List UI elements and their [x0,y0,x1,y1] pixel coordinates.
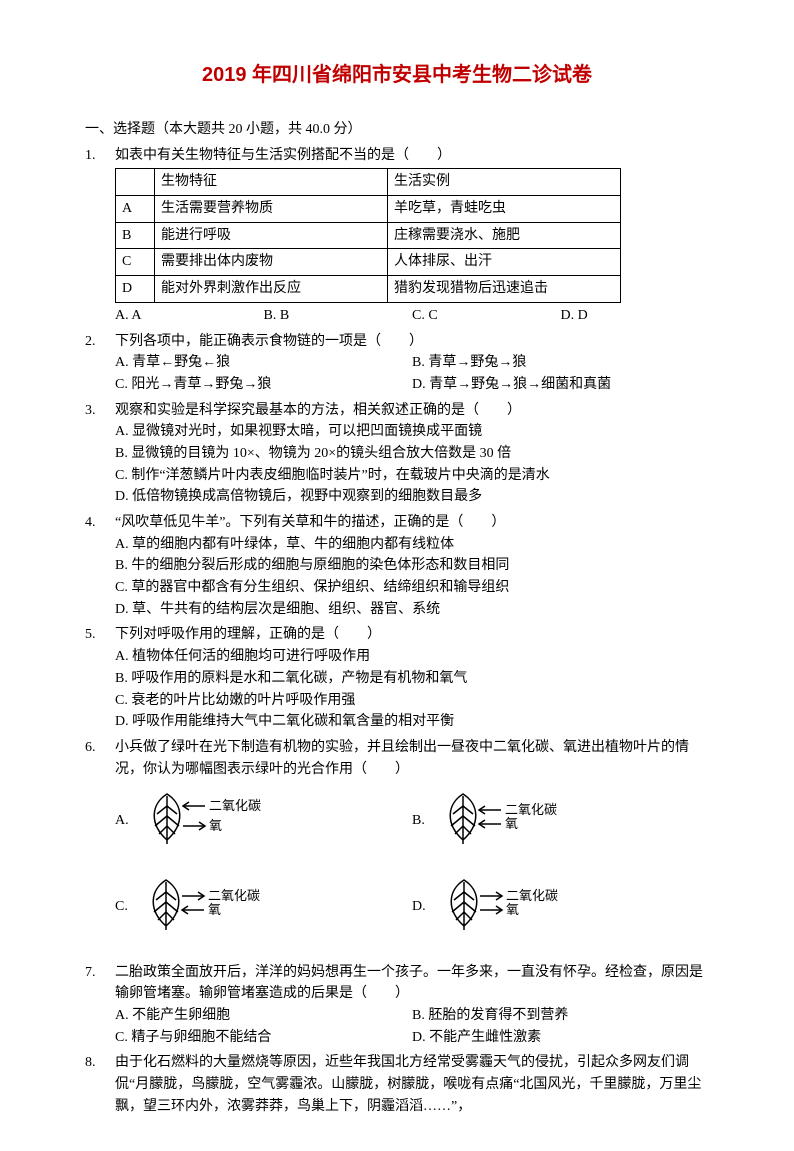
question-3: 3. 观察和实验是科学探究最基本的方法，相关叙述正确的是（ ） A. 显微镜对光… [85,400,709,508]
q3-stem: 观察和实验是科学探究最基本的方法，相关叙述正确的是（ ） [115,400,709,422]
q7-opt-b: B. 胚胎的发育得不到营养 [412,1005,709,1027]
svg-text:二氧化碳: 二氧化碳 [505,802,557,817]
q1-options: A. A B. B C. C D. D [115,305,709,327]
q8-number: 8. [85,1052,115,1074]
q2-number: 2. [85,331,115,353]
q7-opt-d: D. 不能产生雌性激素 [412,1027,709,1049]
q5-opt-d: D. 呼吸作用能维持大气中二氧化碳和氧含量的相对平衡 [115,711,709,733]
q5-opt-b: B. 呼吸作用的原料是水和二氧化碳，产物是有机物和氧气 [115,668,709,690]
q6-opt-a-letter: A. [115,810,129,832]
q6-opt-b: B. 二氧化碳 氧 [412,786,709,856]
exam-title: 2019 年四川省绵阳市安县中考生物二诊试卷 [85,60,709,91]
q2-options: A. 青草←野兔←狼 B. 青草→野兔→狼 C. 阳光→青草→野兔→狼 D. 青… [115,352,709,395]
q2-opt-b: B. 青草→野兔→狼 [412,352,709,374]
leaf-a-icon: 二氧化碳 氧 [143,786,283,856]
q6-opt-d-letter: D. [412,896,426,918]
q6-stem: 小兵做了绿叶在光下制造有机物的实验，并且绘制出一昼夜中二氧化碳、氧进出植物叶片的… [115,737,709,780]
q4-opt-b: B. 牛的细胞分裂后形成的细胞与原细胞的染色体形态和数目相同 [115,555,709,577]
question-2: 2. 下列各项中，能正确表示食物链的一项是（ ） A. 青草←野兔←狼 B. 青… [85,331,709,396]
q5-number: 5. [85,624,115,646]
svg-text:二氧化碳: 二氧化碳 [209,798,261,813]
q2-opt-a: A. 青草←野兔←狼 [115,352,412,374]
leaf-c-icon: 二氧化碳 氧 [142,872,282,942]
q1-opt-a: A. A [115,305,264,327]
svg-text:二氧化碳: 二氧化碳 [506,888,558,903]
q7-stem: 二胎政策全面放开后，洋洋的妈妈想再生一个孩子。一年多来，一直没有怀孕。经检查，原… [115,962,709,1005]
q6-opt-b-letter: B. [412,810,425,832]
q4-opt-c: C. 草的器官中都含有分生组织、保护组织、结缔组织和输导组织 [115,577,709,599]
question-4: 4. “风吹草低见牛羊”。下列有关草和牛的描述，正确的是（ ） A. 草的细胞内… [85,512,709,620]
q3-options: A. 显微镜对光时，如果视野太暗，可以把凹面镜换成平面镜 B. 显微镜的目镜为 … [115,421,709,508]
q4-opt-a: A. 草的细胞内都有叶绿体，草、牛的细胞内都有线粒体 [115,534,709,556]
q4-opt-d: D. 草、牛共有的结构层次是细胞、组织、器官、系统 [115,599,709,621]
svg-text:氧: 氧 [506,902,519,917]
q6-opt-c: C. 二氧化碳 氧 [115,872,412,942]
svg-text:氧: 氧 [209,818,222,833]
svg-text:氧: 氧 [505,816,518,831]
q7-opt-a: A. 不能产生卵细胞 [115,1005,412,1027]
svg-text:二氧化碳: 二氧化碳 [208,888,260,903]
q3-opt-d: D. 低倍物镜换成高倍物镜后，视野中观察到的细胞数目最多 [115,486,709,508]
section-1-header: 一、选择题（本大题共 20 小题，共 40.0 分） [85,119,709,141]
q1-opt-b: B. B [264,305,413,327]
q5-stem: 下列对呼吸作用的理解，正确的是（ ） [115,624,709,646]
q1-table: 生物特征生活实例 A生活需要营养物质羊吃草，青蛙吃虫 B能进行呼吸庄稼需要浇水、… [115,168,621,302]
q1-number: 1. [85,145,115,167]
q5-opt-a: A. 植物体任何活的细胞均可进行呼吸作用 [115,646,709,668]
q4-number: 4. [85,512,115,534]
question-5: 5. 下列对呼吸作用的理解，正确的是（ ） A. 植物体任何活的细胞均可进行呼吸… [85,624,709,732]
svg-text:氧: 氧 [208,902,221,917]
q6-opt-a: A. 二氧化碳 氧 [115,786,412,856]
q3-opt-b: B. 显微镜的目镜为 10×、物镜为 20×的镜头组合放大倍数是 30 倍 [115,443,709,465]
q6-number: 6. [85,737,115,759]
leaf-d-icon: 二氧化碳 氧 [440,872,580,942]
q3-opt-c: C. 制作“洋葱鳞片叶内表皮细胞临时装片”时，在载玻片中央滴的是清水 [115,465,709,487]
question-8: 8. 由于化石燃料的大量燃烧等原因，近些年我国北方经常受雾霾天气的侵扰，引起众多… [85,1052,709,1117]
q4-stem: “风吹草低见牛羊”。下列有关草和牛的描述，正确的是（ ） [115,512,709,534]
q1-opt-d: D. D [561,305,710,327]
q6-opt-d: D. 二氧化碳 氧 [412,872,709,942]
q2-stem: 下列各项中，能正确表示食物链的一项是（ ） [115,331,709,353]
q7-options: A. 不能产生卵细胞 B. 胚胎的发育得不到营养 C. 精子与卵细胞不能结合 D… [115,1005,709,1048]
q3-number: 3. [85,400,115,422]
q2-opt-c: C. 阳光→青草→野兔→狼 [115,374,412,396]
q5-options: A. 植物体任何活的细胞均可进行呼吸作用 B. 呼吸作用的原料是水和二氧化碳，产… [115,646,709,733]
question-7: 7. 二胎政策全面放开后，洋洋的妈妈想再生一个孩子。一年多来，一直没有怀孕。经检… [85,962,709,1049]
q2-opt-d: D. 青草→野兔→狼→细菌和真菌 [412,374,709,396]
q4-options: A. 草的细胞内都有叶绿体，草、牛的细胞内都有线粒体 B. 牛的细胞分裂后形成的… [115,534,709,621]
q6-opt-c-letter: C. [115,896,128,918]
q8-stem: 由于化石燃料的大量燃烧等原因，近些年我国北方经常受雾霾天气的侵扰，引起众多网友们… [115,1052,709,1117]
q7-number: 7. [85,962,115,984]
q3-opt-a: A. 显微镜对光时，如果视野太暗，可以把凹面镜换成平面镜 [115,421,709,443]
q7-opt-c: C. 精子与卵细胞不能结合 [115,1027,412,1049]
question-6: 6. 小兵做了绿叶在光下制造有机物的实验，并且绘制出一昼夜中二氧化碳、氧进出植物… [85,737,709,958]
q5-opt-c: C. 衰老的叶片比幼嫩的叶片呼吸作用强 [115,690,709,712]
leaf-b-icon: 二氧化碳 氧 [439,786,579,856]
question-1: 1. 如表中有关生物特征与生活实例搭配不当的是（ ） 生物特征生活实例 A生活需… [85,145,709,327]
q1-stem: 如表中有关生物特征与生活实例搭配不当的是（ ） [115,145,709,167]
q1-opt-c: C. C [412,305,561,327]
